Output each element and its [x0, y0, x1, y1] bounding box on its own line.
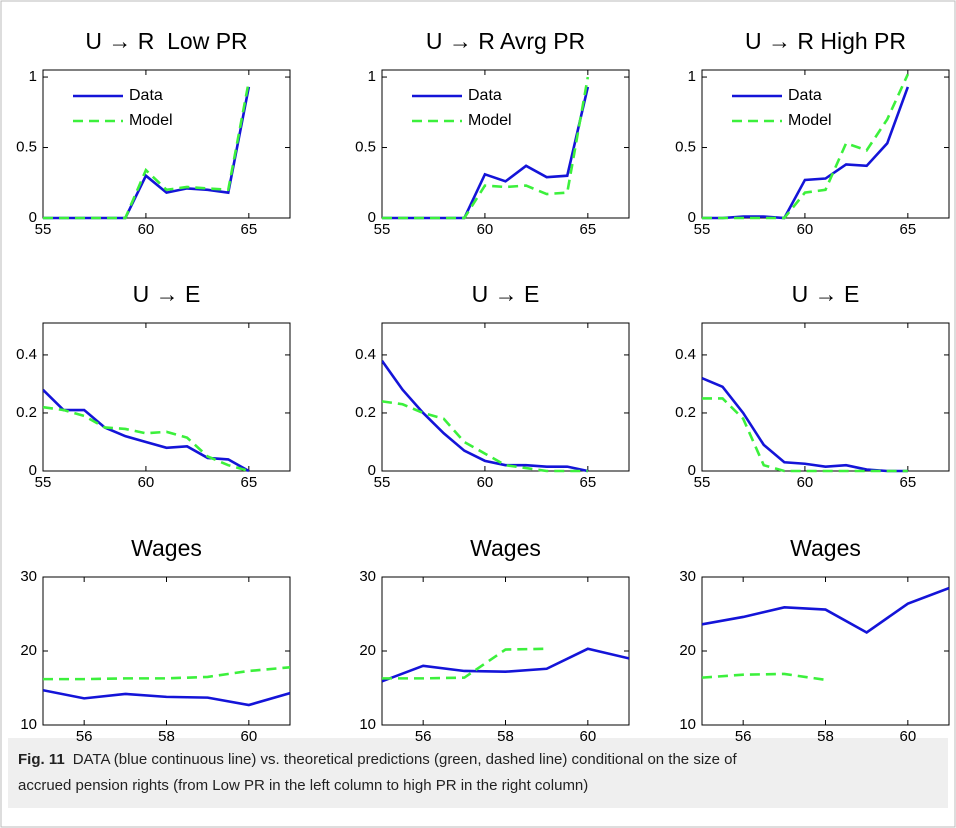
caption: Fig. 11 DATA (blue continuous line) vs. t…	[18, 751, 738, 768]
x-tick-label: 55	[374, 474, 391, 491]
caption-label: Fig. 11	[18, 751, 65, 768]
series-line	[702, 672, 826, 682]
chart-title: Wages	[470, 535, 541, 561]
x-tick-label: 65	[899, 221, 916, 238]
series-line	[382, 76, 590, 220]
x-tick-label: 65	[240, 221, 257, 238]
series-line	[382, 359, 589, 473]
y-tick-label: 0.5	[16, 138, 37, 155]
caption-text: DATA (blue continuous line) vs. theoreti…	[73, 751, 738, 768]
caption-text: accrued pension rights (from Low PR in t…	[18, 777, 588, 794]
x-tick-label: 55	[35, 221, 52, 238]
legend-label: Data	[129, 87, 163, 104]
x-tick-label: 60	[240, 728, 257, 745]
y-tick-label: 0	[368, 462, 376, 479]
x-tick-label: 55	[694, 221, 711, 238]
y-tick-label: 10	[679, 716, 696, 733]
x-tick-label: 56	[415, 728, 432, 745]
y-tick-label: 1	[688, 68, 696, 85]
x-tick-label: 58	[497, 728, 514, 745]
x-tick-label: 58	[158, 728, 175, 745]
chart-title: Wages	[790, 535, 861, 561]
series-line	[702, 73, 910, 220]
series-line	[702, 397, 908, 473]
y-tick-label: 1	[368, 68, 376, 85]
y-tick-label: 0	[688, 209, 696, 226]
y-tick-label: 10	[20, 716, 37, 733]
legend-label: Model	[788, 112, 832, 129]
y-tick-label: 10	[359, 716, 376, 733]
series-line	[43, 688, 290, 707]
legend-label: Data	[788, 87, 822, 104]
series-line	[702, 586, 949, 635]
chart-title: U → E	[792, 281, 860, 307]
y-tick-label: 0.5	[675, 138, 696, 155]
x-tick-label: 55	[374, 221, 391, 238]
series-line	[43, 405, 250, 473]
y-tick-label: 30	[359, 568, 376, 585]
x-tick-label: 60	[477, 474, 494, 491]
x-tick-label: 60	[899, 728, 916, 745]
y-tick-label: 20	[679, 642, 696, 659]
caption-box	[8, 738, 948, 808]
y-tick-label: 0.5	[355, 138, 376, 155]
x-tick-label: 58	[817, 728, 834, 745]
chart-title: U → R High PR	[745, 28, 906, 54]
y-tick-label: 1	[29, 68, 37, 85]
legend-label: Data	[468, 87, 502, 104]
plot-area	[701, 69, 950, 219]
x-tick-label: 65	[579, 221, 596, 238]
x-tick-label: 65	[240, 474, 257, 491]
plot-area	[381, 69, 630, 219]
y-tick-label: 0	[368, 209, 376, 226]
series-line	[382, 647, 547, 680]
x-tick-label: 56	[76, 728, 93, 745]
x-tick-label: 60	[579, 728, 596, 745]
y-tick-label: 0.4	[675, 346, 696, 363]
x-tick-label: 65	[899, 474, 916, 491]
y-tick-label: 30	[20, 568, 37, 585]
y-tick-label: 0.2	[675, 404, 696, 421]
x-tick-label: 60	[797, 474, 814, 491]
series-line	[382, 400, 588, 473]
x-tick-label: 60	[138, 474, 155, 491]
x-tick-label: 55	[694, 474, 711, 491]
y-tick-label: 20	[359, 642, 376, 659]
y-tick-label: 0	[29, 209, 37, 226]
series-line	[382, 647, 629, 683]
legend-label: Model	[129, 112, 173, 129]
y-tick-label: 0	[688, 462, 696, 479]
plot-area	[381, 322, 630, 472]
series-line	[43, 81, 251, 220]
plot-area	[42, 322, 291, 472]
chart-title: Wages	[131, 535, 202, 561]
chart-title: U → E	[472, 281, 540, 307]
y-tick-label: 0.2	[355, 404, 376, 421]
y-tick-label: 0.4	[16, 346, 37, 363]
chart-title: U → E	[133, 281, 201, 307]
x-tick-label: 60	[797, 221, 814, 238]
x-tick-label: 56	[735, 728, 752, 745]
plot-area	[701, 322, 950, 472]
y-tick-label: 0.2	[16, 404, 37, 421]
chart-title: U → R Avrg PR	[426, 28, 585, 54]
x-tick-label: 65	[579, 474, 596, 491]
x-tick-label: 60	[477, 221, 494, 238]
y-tick-label: 0	[29, 462, 37, 479]
plot-area	[701, 576, 950, 726]
plot-area	[42, 69, 291, 219]
x-tick-label: 60	[138, 221, 155, 238]
y-tick-label: 20	[20, 642, 37, 659]
chart-title: U → R Low PR	[85, 28, 247, 54]
y-tick-label: 30	[679, 568, 696, 585]
series-line	[43, 665, 290, 681]
legend-label: Model	[468, 112, 512, 129]
x-tick-label: 55	[35, 474, 52, 491]
y-tick-label: 0.4	[355, 346, 376, 363]
